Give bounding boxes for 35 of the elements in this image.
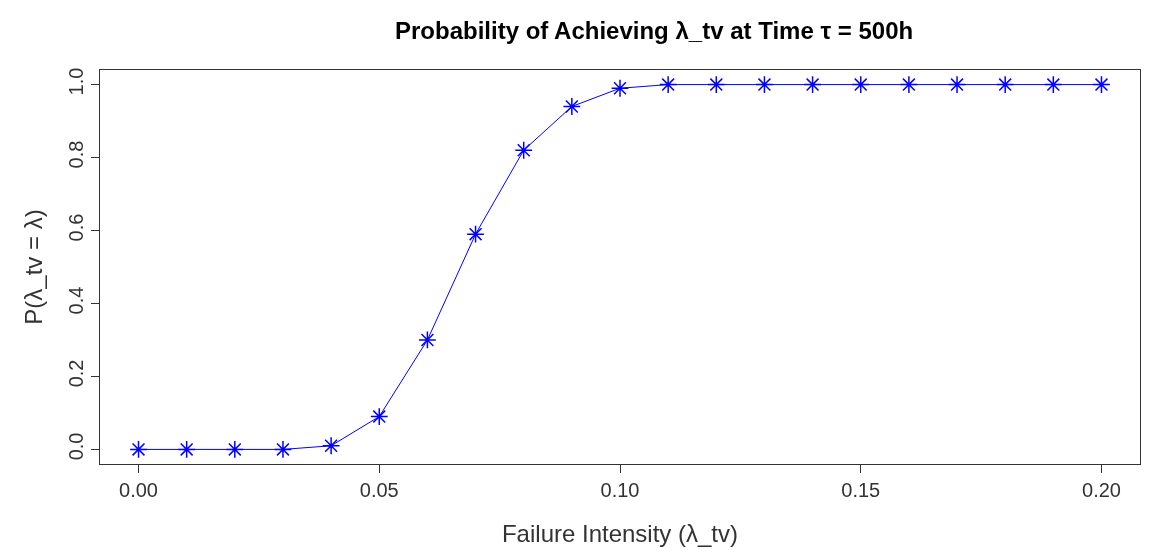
y-tick-label: 0.4 [65, 286, 87, 315]
point [129, 440, 148, 459]
y-tick-label: 0.0 [65, 432, 87, 461]
point [755, 75, 774, 94]
point [562, 97, 581, 116]
y-axis-title: P(λ_tv = λ) [20, 209, 48, 325]
point [1044, 75, 1063, 94]
point [225, 440, 244, 459]
point [803, 75, 822, 94]
x-tick-label: 0.15 [841, 479, 881, 501]
point [273, 440, 293, 459]
point [370, 407, 389, 426]
x-tick-label: 0.00 [119, 479, 158, 501]
point [659, 75, 678, 94]
point [418, 330, 437, 350]
point [947, 75, 967, 94]
y-tick-label: 1.0 [65, 67, 87, 96]
y-tick-label: 0.8 [65, 140, 87, 169]
x-axis-title: Failure Intensity (λ_tv) [501, 520, 739, 548]
point [1092, 75, 1111, 94]
point [321, 436, 341, 455]
y-tick-label: 0.6 [65, 213, 87, 242]
chart-title: Probability of Achieving λ_tv at Time τ = 500h [394, 16, 914, 44]
point [996, 75, 1015, 94]
x-tick-label: 0.20 [1082, 479, 1121, 501]
point [514, 141, 533, 160]
point [177, 440, 196, 459]
point [466, 225, 485, 244]
y-tick-label: 0.2 [65, 359, 87, 388]
x-tick-label: 0.10 [600, 479, 640, 501]
point [610, 79, 630, 98]
point [851, 75, 870, 94]
point [899, 75, 919, 94]
point [707, 75, 726, 94]
x-tick-label: 0.05 [359, 479, 399, 501]
